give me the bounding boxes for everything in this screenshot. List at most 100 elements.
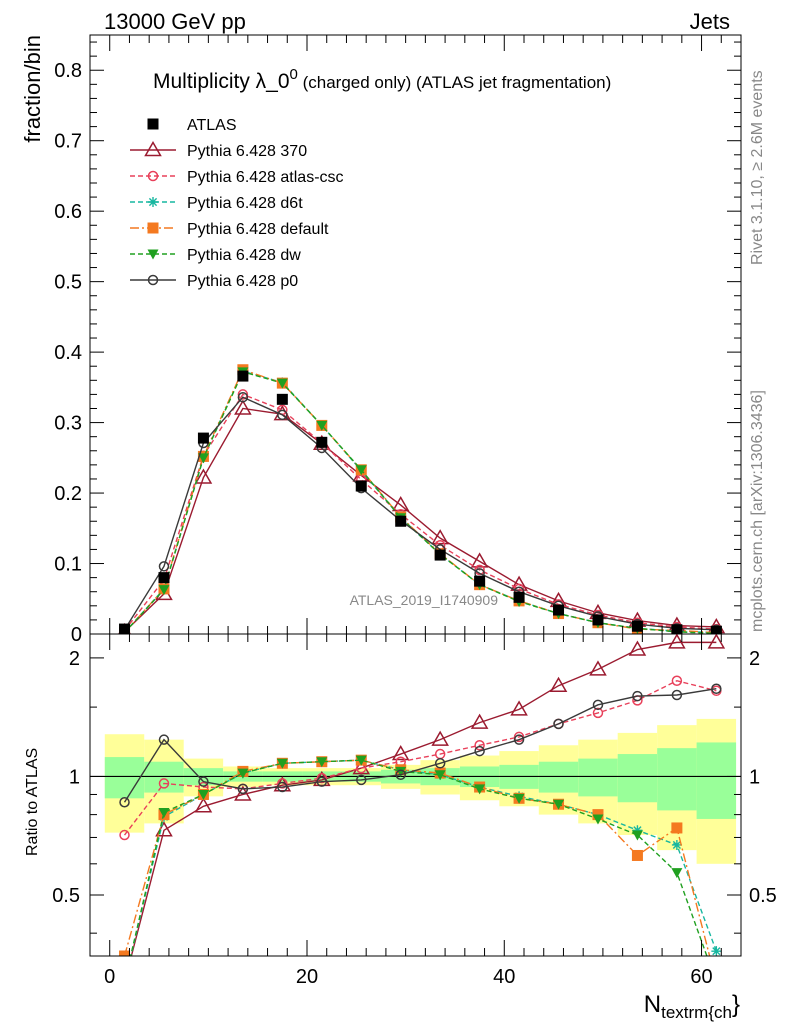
ratio-line [129, 759, 708, 956]
xlabel-close: } [732, 991, 740, 1018]
ratio-line [130, 759, 717, 956]
ratio-point [711, 946, 722, 956]
ratio-point [198, 776, 209, 787]
y-tick-label: 0.6 [54, 201, 82, 223]
y-tick-label: 0.1 [54, 554, 82, 576]
data-point [553, 604, 565, 616]
legend-marker [147, 274, 159, 286]
ratio-point [668, 634, 686, 649]
title-subtitle: (charged only) (ATLAS jet fragmentation) [298, 73, 611, 92]
x-tick-label: 20 [296, 966, 318, 988]
ratio-y-tick-label-right: 2 [749, 648, 760, 670]
ratio-point [158, 734, 170, 745]
ratio-point [553, 718, 564, 730]
ratio-point [234, 785, 252, 801]
stat-uncertainty-band [657, 748, 697, 811]
ratio-point [671, 839, 682, 850]
ratio-point [549, 676, 568, 692]
title-main: Multiplicity λ_0 [153, 70, 290, 93]
ratio-point [277, 778, 288, 789]
main-series-layer [118, 364, 726, 634]
data-point [316, 420, 328, 431]
ratio-point [434, 758, 446, 769]
data-point [395, 515, 407, 527]
legend-label: Pythia 6.428 d6t [187, 195, 303, 212]
series-line [123, 396, 717, 631]
ratio-point [592, 699, 604, 711]
ratio-line [123, 679, 717, 836]
x-tick-label: 0 [104, 966, 115, 988]
data-point [237, 389, 249, 400]
legend: ATLAS Pythia 6.428 370 Pythia 6.428 atlas-… [130, 117, 344, 290]
data-point [119, 623, 131, 634]
ratio-point [671, 822, 683, 834]
ratio-point [474, 740, 485, 751]
data-point [158, 572, 170, 584]
legend-label: Pythia 6.428 dw [187, 247, 301, 264]
data-point [158, 561, 170, 572]
data-point [237, 391, 249, 403]
ratio-point [316, 772, 328, 784]
data-point [276, 393, 288, 405]
ratio-point [632, 690, 643, 702]
ratio-point [510, 700, 528, 716]
ratio-point [671, 868, 683, 879]
ratio-point [356, 774, 367, 786]
ratio-point [277, 781, 288, 793]
stat-uncertainty-band [538, 761, 579, 793]
data-point [391, 496, 410, 512]
ratio-point [119, 950, 131, 956]
data-point [197, 453, 209, 464]
data-point [671, 624, 683, 634]
main-ylabel: fraction/bin [20, 35, 45, 143]
ratio-point [589, 660, 607, 676]
x-axis-label: Ntextrm{ch} [644, 991, 740, 1022]
ratio-point [194, 797, 213, 813]
ratio-point [434, 770, 446, 781]
data-point [355, 480, 367, 492]
stat-uncertainty-band [104, 757, 145, 799]
collision-label: 13000 GeV pp [104, 9, 246, 34]
data-point [710, 625, 722, 634]
ratio-y-tick-label-right: 0.5 [749, 885, 777, 907]
plot-title: Multiplicity λ_00 (charged only) (ATLAS … [153, 66, 611, 93]
data-point [194, 468, 213, 484]
ratio-point [592, 707, 604, 719]
stat-uncertainty-band [617, 754, 658, 803]
data-point [474, 575, 486, 587]
legend-label: Pythia 6.428 p0 [187, 273, 298, 290]
ratio-point [158, 807, 170, 818]
legend-label: Pythia 6.428 370 [187, 143, 307, 160]
ratio-point [553, 799, 565, 810]
legend-label: ATLAS [187, 117, 237, 134]
ratio-point [474, 745, 485, 757]
ratio-point [117, 975, 132, 988]
ratio-plot-frame [89, 633, 742, 957]
analysis-tag: ATLAS_2019_I1740909 [350, 592, 499, 608]
ratio-series-pythia-6-428-p0 [119, 683, 722, 808]
legend-item-pythia-6-428-dw: Pythia 6.428 dw [130, 247, 301, 264]
data-point [197, 432, 209, 444]
ratio-plot-panel: 0.5 0.51 12 20 20 40 60 Ratio to ATLAS [24, 633, 777, 988]
ratio-point [237, 783, 249, 795]
ratio-point [276, 758, 288, 769]
xlabel-subscript: textrm{ch [661, 1003, 732, 1022]
data-point [513, 591, 525, 603]
ratio-axes: 0.5 0.51 12 20 20 40 60 [52, 634, 777, 988]
mcplots-label: mcplots.cern.ch [arXiv:1306.3436] [749, 390, 766, 632]
ratio-y-tick-label: 0.5 [52, 885, 80, 907]
data-point [592, 614, 604, 626]
data-point [234, 399, 252, 415]
data-point [158, 585, 170, 596]
y-tick-label: 0 [71, 624, 82, 646]
ratio-point [158, 778, 170, 789]
legend-marker [148, 197, 158, 207]
ratio-point [707, 634, 726, 649]
y-tick-label: 0.8 [54, 60, 82, 82]
ratio-point [628, 640, 647, 656]
ratio-point [671, 675, 683, 686]
data-point [510, 575, 528, 591]
legend-label: Pythia 6.428 atlas-csc [187, 169, 344, 186]
ratio-point [474, 784, 486, 795]
